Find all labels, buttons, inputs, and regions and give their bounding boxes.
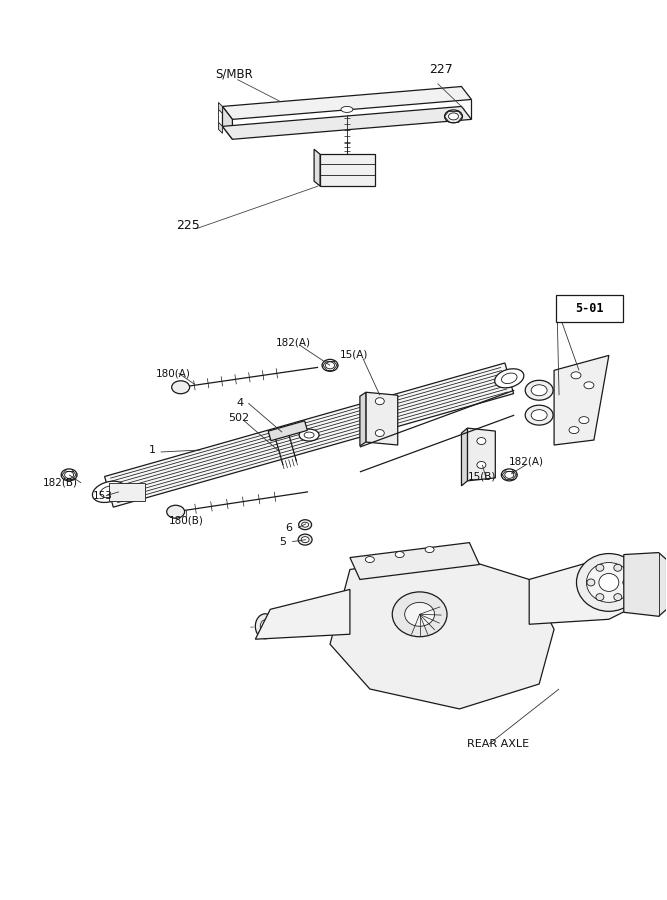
Ellipse shape xyxy=(100,486,117,498)
Ellipse shape xyxy=(571,372,581,379)
Ellipse shape xyxy=(301,536,309,543)
Ellipse shape xyxy=(322,359,338,372)
Ellipse shape xyxy=(61,469,77,481)
Ellipse shape xyxy=(502,469,517,481)
Ellipse shape xyxy=(301,522,309,527)
Ellipse shape xyxy=(392,592,447,636)
Ellipse shape xyxy=(299,429,319,441)
Polygon shape xyxy=(219,103,223,113)
Ellipse shape xyxy=(586,562,631,602)
Text: 182(B): 182(B) xyxy=(43,478,78,488)
Ellipse shape xyxy=(477,462,486,468)
Text: 5-01: 5-01 xyxy=(575,302,604,315)
Ellipse shape xyxy=(325,362,334,369)
Ellipse shape xyxy=(65,472,73,479)
Ellipse shape xyxy=(596,564,604,572)
FancyBboxPatch shape xyxy=(556,294,623,321)
Text: S/MBR: S/MBR xyxy=(215,68,253,80)
Ellipse shape xyxy=(366,556,374,562)
Text: 227: 227 xyxy=(430,63,454,76)
Ellipse shape xyxy=(255,614,275,639)
Ellipse shape xyxy=(405,602,435,626)
Ellipse shape xyxy=(167,505,185,518)
Ellipse shape xyxy=(525,381,553,400)
Text: 502: 502 xyxy=(228,413,249,423)
Text: REAR AXLE: REAR AXLE xyxy=(468,739,530,749)
Polygon shape xyxy=(223,106,232,140)
Ellipse shape xyxy=(579,417,589,424)
Text: 4: 4 xyxy=(236,398,243,409)
Text: 6: 6 xyxy=(285,523,292,533)
Ellipse shape xyxy=(298,534,312,545)
Text: 182(A): 182(A) xyxy=(276,338,311,347)
Ellipse shape xyxy=(587,579,595,586)
Polygon shape xyxy=(462,428,468,486)
Text: 180(B): 180(B) xyxy=(169,516,203,526)
Ellipse shape xyxy=(531,385,547,396)
Ellipse shape xyxy=(425,546,434,553)
Ellipse shape xyxy=(376,429,384,436)
Ellipse shape xyxy=(505,472,514,479)
Text: 153: 153 xyxy=(93,491,113,500)
Ellipse shape xyxy=(376,398,384,405)
Polygon shape xyxy=(314,149,320,186)
Polygon shape xyxy=(109,483,145,500)
Text: 15(B): 15(B) xyxy=(468,472,496,482)
Ellipse shape xyxy=(477,437,486,445)
Ellipse shape xyxy=(614,564,622,572)
Ellipse shape xyxy=(448,112,458,120)
Text: 15(A): 15(A) xyxy=(340,349,368,359)
Polygon shape xyxy=(223,86,472,120)
Polygon shape xyxy=(360,392,366,446)
Polygon shape xyxy=(320,154,375,186)
Ellipse shape xyxy=(596,594,604,600)
Ellipse shape xyxy=(614,594,622,600)
Ellipse shape xyxy=(584,382,594,389)
Ellipse shape xyxy=(120,487,134,496)
Polygon shape xyxy=(350,543,480,580)
Ellipse shape xyxy=(525,405,553,425)
Polygon shape xyxy=(255,590,350,639)
Ellipse shape xyxy=(304,432,314,438)
Ellipse shape xyxy=(93,482,125,502)
Ellipse shape xyxy=(502,373,517,383)
Ellipse shape xyxy=(599,573,619,591)
Polygon shape xyxy=(366,392,398,445)
Ellipse shape xyxy=(171,381,189,393)
Ellipse shape xyxy=(531,410,547,420)
Polygon shape xyxy=(219,122,223,133)
Ellipse shape xyxy=(576,554,641,611)
Ellipse shape xyxy=(495,369,524,388)
Text: 5: 5 xyxy=(279,536,286,546)
Text: 180(A): 180(A) xyxy=(155,368,191,378)
Ellipse shape xyxy=(396,552,404,558)
Ellipse shape xyxy=(623,579,631,586)
Text: 225: 225 xyxy=(175,220,199,232)
Ellipse shape xyxy=(444,110,462,123)
Polygon shape xyxy=(554,356,609,445)
Polygon shape xyxy=(529,560,639,625)
Ellipse shape xyxy=(299,519,311,530)
Polygon shape xyxy=(268,421,307,441)
Polygon shape xyxy=(624,553,666,617)
Polygon shape xyxy=(468,428,496,481)
Ellipse shape xyxy=(260,620,270,633)
Polygon shape xyxy=(223,106,472,140)
Polygon shape xyxy=(105,363,514,508)
Text: 1: 1 xyxy=(149,445,156,455)
Text: 182(A): 182(A) xyxy=(510,457,544,467)
Polygon shape xyxy=(330,554,554,709)
Ellipse shape xyxy=(341,106,353,112)
Ellipse shape xyxy=(569,427,579,434)
